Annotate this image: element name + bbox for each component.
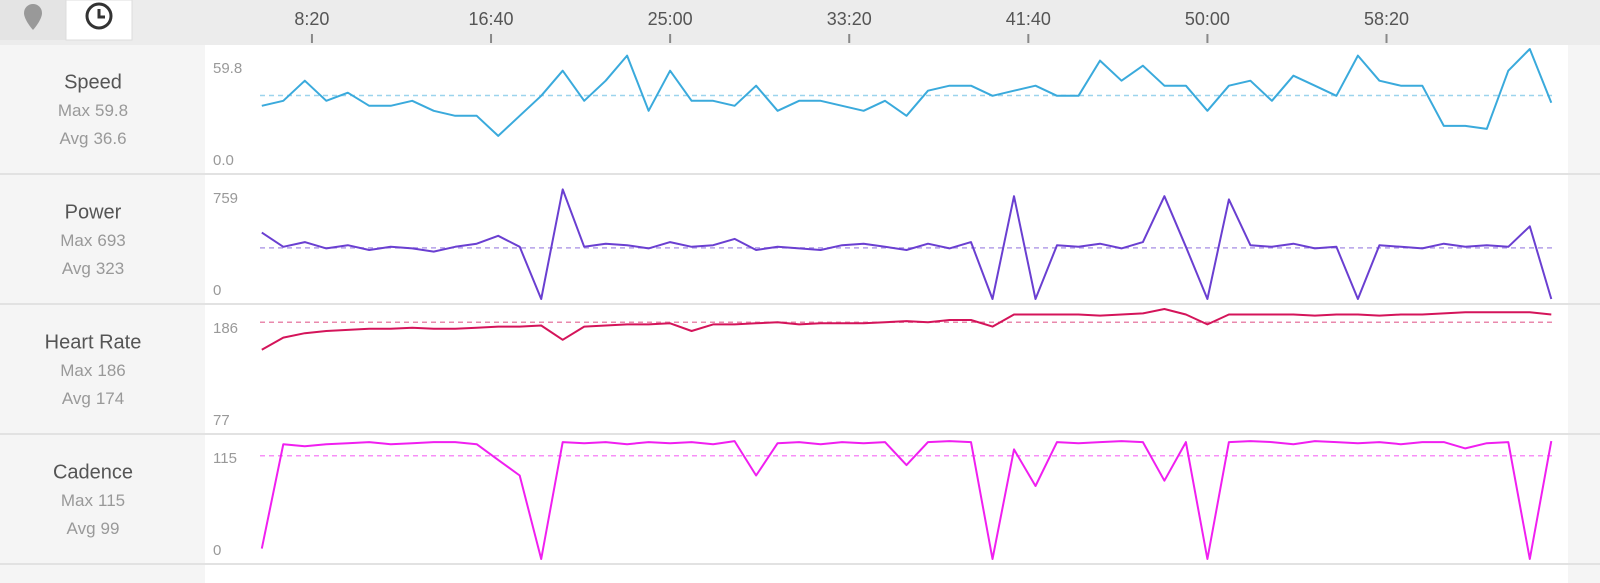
panel-title: Heart Rate bbox=[45, 331, 142, 353]
max-value: 59.8 bbox=[95, 101, 128, 120]
avg-label: Avg bbox=[62, 389, 91, 408]
max-label: Max bbox=[61, 491, 94, 510]
data-line bbox=[261, 48, 1553, 137]
data-line bbox=[260, 440, 1553, 560]
max-value: 693 bbox=[97, 231, 125, 250]
max-label: Max bbox=[58, 101, 91, 120]
time-tab[interactable] bbox=[65, 0, 133, 41]
x-tick-label: 16:40 bbox=[469, 9, 514, 29]
y-tick-label: 759 bbox=[213, 190, 238, 207]
panel-title: Cadence bbox=[53, 461, 133, 483]
right-margin bbox=[1568, 45, 1600, 583]
max-stat: Max 59.8 bbox=[58, 101, 128, 120]
max-stat: Max 693 bbox=[60, 231, 126, 250]
top-bar bbox=[0, 0, 1600, 45]
y-tick-label: 186 bbox=[213, 320, 238, 337]
plot-panel bbox=[205, 175, 1568, 303]
avg-label: Avg bbox=[62, 259, 91, 278]
avg-value: 323 bbox=[96, 259, 124, 278]
pin-icon bbox=[24, 4, 42, 30]
x-tick-label: 50:00 bbox=[1185, 9, 1230, 29]
clock-hands bbox=[97, 9, 105, 19]
max-stat: Max 186 bbox=[60, 361, 126, 380]
plot-panel bbox=[205, 305, 1568, 433]
y-tick-label: 0 bbox=[213, 282, 221, 299]
panel-title: Power bbox=[65, 201, 122, 223]
data-line bbox=[261, 188, 1553, 300]
avg-stat: Avg 174 bbox=[62, 389, 124, 408]
plot-panel bbox=[205, 45, 1568, 173]
x-tick-label: 33:20 bbox=[827, 9, 872, 29]
y-tick-label: 59.8 bbox=[213, 60, 242, 77]
avg-value: 99 bbox=[101, 519, 120, 538]
y-tick-label: 0.0 bbox=[213, 152, 234, 169]
max-value: 186 bbox=[97, 361, 125, 380]
avg-label: Avg bbox=[59, 129, 88, 148]
max-value: 115 bbox=[98, 491, 125, 510]
x-tick-label: 41:40 bbox=[1006, 9, 1051, 29]
max-label: Max bbox=[60, 361, 93, 380]
clock-icon bbox=[85, 2, 113, 30]
x-tick-label: 25:00 bbox=[648, 9, 693, 29]
avg-value: 174 bbox=[96, 389, 124, 408]
panel-title: Speed bbox=[64, 71, 122, 93]
y-tick-label: 115 bbox=[213, 450, 237, 467]
avg-stat: Avg 99 bbox=[67, 519, 120, 538]
y-tick-label: 77 bbox=[213, 412, 230, 429]
avg-stat: Avg 323 bbox=[62, 259, 124, 278]
max-label: Max bbox=[60, 231, 93, 250]
x-tick-label: 8:20 bbox=[294, 9, 329, 29]
avg-value: 36.6 bbox=[93, 129, 126, 148]
y-tick-label: 0 bbox=[213, 542, 221, 559]
avg-label: Avg bbox=[67, 519, 96, 538]
avg-stat: Avg 36.6 bbox=[59, 129, 126, 148]
x-tick-label: 58:20 bbox=[1364, 9, 1409, 29]
max-stat: Max 115 bbox=[61, 491, 125, 510]
plot-panel bbox=[205, 435, 1568, 563]
label-column bbox=[0, 45, 205, 583]
data-line bbox=[261, 308, 1552, 351]
